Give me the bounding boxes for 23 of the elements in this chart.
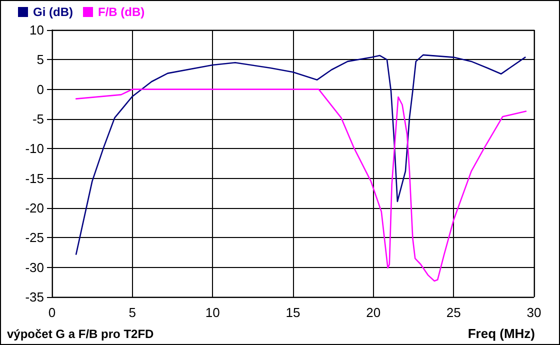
x-axis-title: Freq (MHz)	[468, 326, 536, 341]
y-tick-label: -35	[25, 290, 44, 304]
x-tick-label: 5	[128, 305, 136, 320]
y-tick-label: -25	[25, 230, 44, 246]
y-tick-label: -10	[25, 141, 44, 156]
line-series	[75, 88, 527, 282]
text: výpočet G a F/B pro T2FD	[7, 327, 154, 341]
legend-label: Gi (dB)	[33, 5, 73, 19]
x-tick-label: 0	[48, 305, 56, 320]
y-tick-label: -15	[25, 170, 44, 186]
x-tick-label: 25	[446, 305, 461, 320]
y-tick-label: 0	[36, 82, 44, 97]
y-tick-label: -30	[25, 260, 44, 275]
line-series	[75, 54, 526, 255]
x-tick-label: 10	[205, 305, 220, 320]
y-tick-label: -5	[32, 112, 44, 126]
legend-label: F/B (dB)	[98, 5, 145, 19]
x-tick-label: 30	[526, 305, 542, 320]
x-tick-label: 20	[366, 305, 381, 320]
y-tick-label: 5	[36, 52, 44, 68]
x-tick-label: 15	[286, 305, 300, 320]
y-tick-label: 10	[30, 22, 44, 38]
y-tick-label: -20	[25, 200, 44, 216]
